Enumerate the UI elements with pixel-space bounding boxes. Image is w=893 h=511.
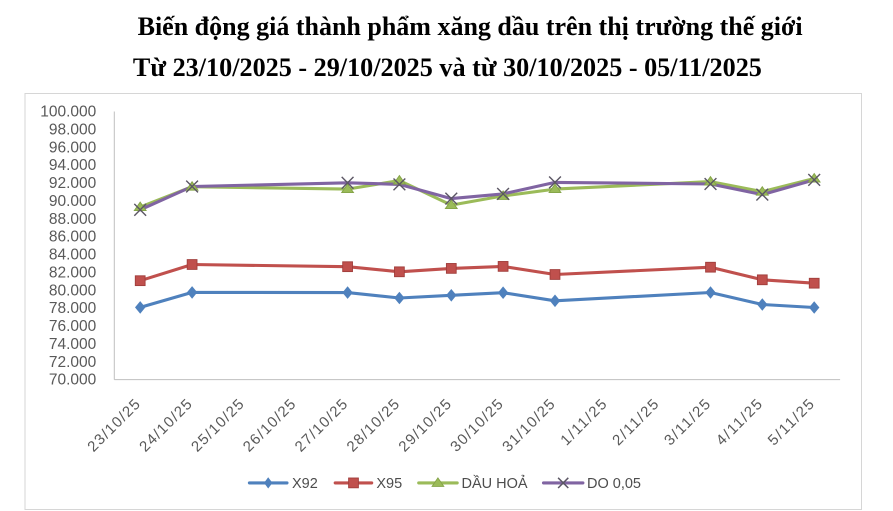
svg-text:84.000: 84.000: [49, 247, 97, 264]
svg-text:Biến động giá thành phẩm xăng: Biến động giá thành phẩm xăng dầu trên t…: [138, 12, 803, 41]
svg-text:74.000: 74.000: [49, 336, 97, 353]
svg-text:80.000: 80.000: [49, 282, 97, 299]
svg-text:90.000: 90.000: [49, 193, 97, 210]
svg-text:76.000: 76.000: [49, 318, 97, 335]
svg-text:X95: X95: [376, 476, 402, 492]
svg-text:86.000: 86.000: [49, 229, 97, 246]
svg-text:96.000: 96.000: [49, 139, 97, 156]
svg-text:78.000: 78.000: [49, 300, 97, 317]
svg-text:72.000: 72.000: [49, 354, 97, 371]
svg-text:94.000: 94.000: [49, 157, 97, 174]
svg-text:88.000: 88.000: [49, 211, 97, 228]
svg-text:82.000: 82.000: [49, 265, 97, 282]
svg-text:92.000: 92.000: [49, 175, 97, 192]
svg-text:70.000: 70.000: [49, 372, 97, 389]
svg-text:100.000: 100.000: [40, 104, 96, 121]
svg-text:98.000: 98.000: [49, 122, 97, 139]
svg-text:Từ 23/10/2025 - 29/10/2025 và: Từ 23/10/2025 - 29/10/2025 và từ 30/10/2…: [133, 53, 762, 82]
svg-text:DẦU HOẢ: DẦU HOẢ: [462, 475, 528, 492]
svg-text:X92: X92: [292, 476, 318, 492]
svg-text:DO 0,05: DO 0,05: [587, 476, 641, 492]
